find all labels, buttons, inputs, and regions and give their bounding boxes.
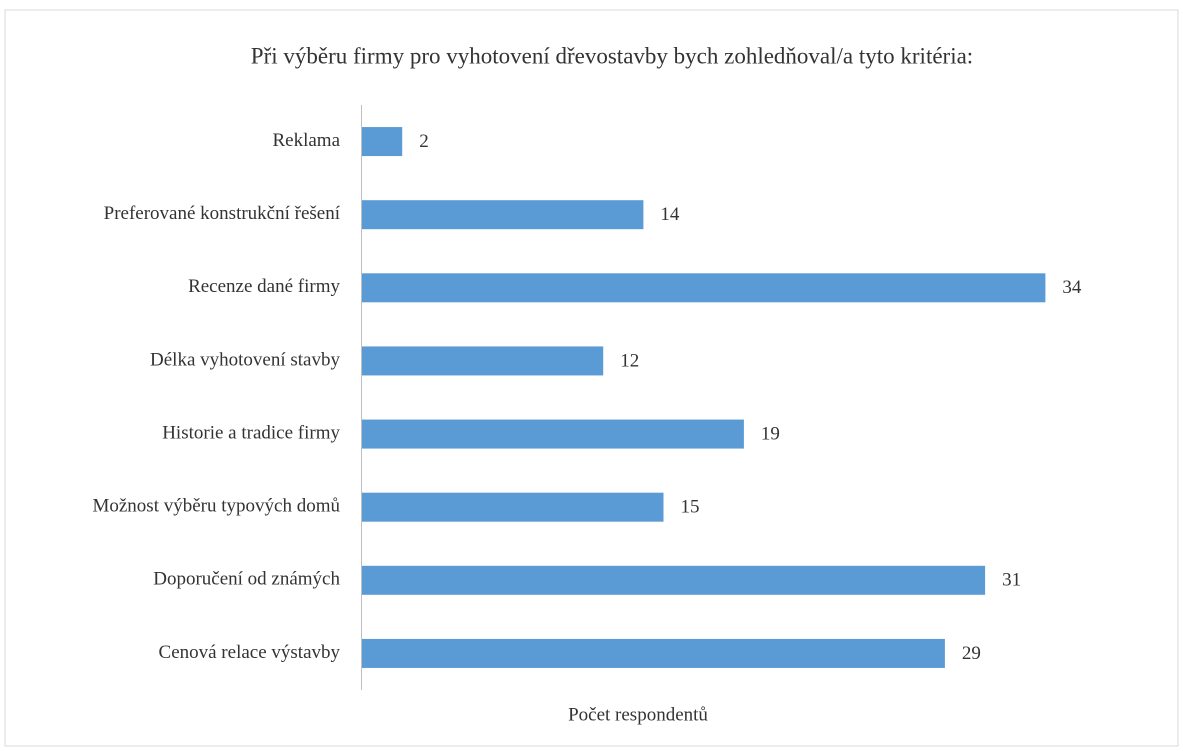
bar	[362, 565, 986, 595]
y-tick-label: Délka vyhotovení stavby	[150, 349, 340, 370]
chart-frame	[4, 9, 1179, 747]
y-tick-label: Reklama	[272, 130, 340, 151]
value-label: 34	[1062, 277, 1082, 298]
y-tick-label: Doporučení od známých	[153, 569, 340, 590]
value-label: 14	[660, 204, 680, 225]
bar	[362, 273, 1046, 303]
value-label: 29	[962, 643, 981, 664]
y-tick-label: Cenová relace výstavby	[159, 642, 341, 663]
bar	[362, 492, 664, 522]
y-tick-label: Recenze dané firmy	[188, 276, 340, 297]
bar	[362, 346, 604, 376]
bar	[362, 638, 945, 668]
value-label: 31	[1002, 570, 1021, 591]
value-label: 2	[419, 131, 429, 152]
value-label: 19	[761, 423, 780, 444]
value-label: 15	[681, 497, 700, 518]
bar	[362, 419, 744, 449]
bar	[362, 200, 644, 230]
chart-title: Při výběru firmy pro vyhotovení dřevosta…	[251, 43, 973, 68]
x-axis-label: Počet respondentů	[568, 704, 708, 725]
bar	[362, 127, 403, 157]
value-label: 12	[620, 350, 639, 371]
y-tick-label: Možnost výběru typových domů	[92, 496, 340, 517]
y-tick-label: Preferované konstrukční řešení	[104, 203, 341, 224]
y-tick-label: Historie a tradice firmy	[162, 422, 340, 443]
